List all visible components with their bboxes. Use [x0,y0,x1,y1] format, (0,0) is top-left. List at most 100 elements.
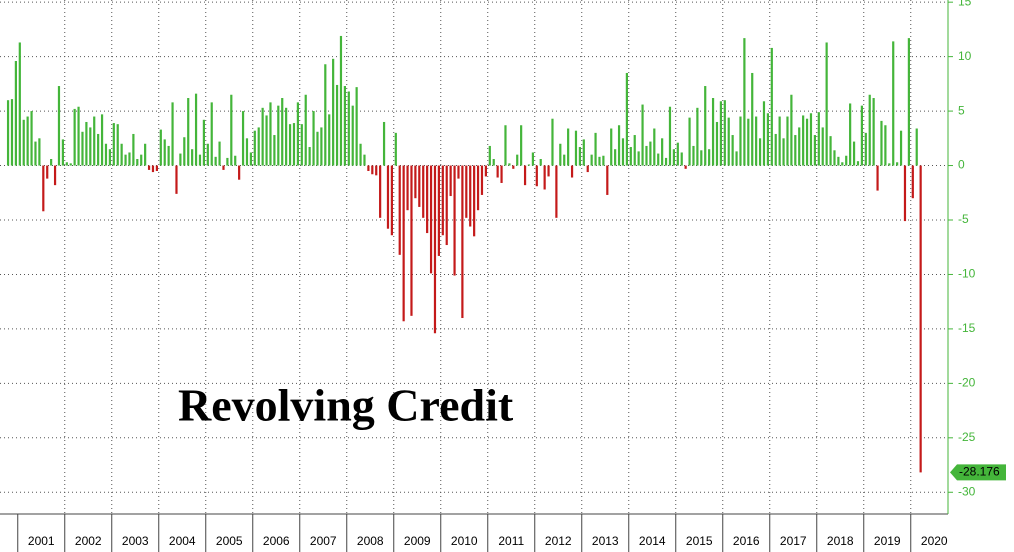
bar [343,86,346,166]
bar [124,154,127,166]
x-tick-label: 2020 [921,534,948,548]
bar [339,35,343,166]
bar [676,142,679,166]
bar [672,149,675,166]
bar [825,42,828,166]
x-tick-label: 2012 [545,534,572,548]
bar [735,151,738,166]
bar [704,86,707,166]
bar [312,111,315,166]
bar [402,165,405,322]
value-tag [950,464,1006,481]
bar [527,164,531,166]
bar [919,165,922,473]
bar [896,162,899,166]
bar [394,132,397,166]
bar [73,108,76,166]
bar [578,147,581,166]
bar [621,138,625,166]
bar [222,165,225,170]
bar [53,165,57,186]
x-tick-label: 2001 [28,534,55,548]
bar [320,127,323,166]
bar [657,153,660,166]
bar [285,107,288,166]
bar [97,133,100,166]
bar [179,153,182,166]
bar [245,138,249,166]
bar [531,152,534,166]
bar [191,149,194,166]
bar [641,104,644,166]
bar [116,124,119,166]
bar [26,116,29,166]
bar [379,165,382,218]
bar [617,125,621,166]
bar [281,98,284,166]
bar [175,165,178,194]
bar [30,111,33,166]
x-tick-label: 2009 [404,534,431,548]
bar [743,38,746,166]
bar [903,165,907,222]
bar [594,132,597,166]
bar [6,100,10,166]
bar [34,141,37,166]
bar [790,94,793,166]
bar [465,165,468,218]
bar [802,115,805,166]
x-tick-label: 2019 [874,534,901,548]
bar [359,143,362,166]
bar [512,165,515,169]
bar [120,143,123,166]
bar [108,149,111,166]
bar [821,127,824,166]
bar [480,165,484,195]
bar [257,127,260,166]
bar [570,165,574,178]
bar [817,112,820,166]
bar [711,98,715,166]
bar [766,113,769,166]
bar [241,111,245,166]
bar [680,152,683,166]
bar [684,165,687,169]
bar [347,91,350,166]
bar [809,113,813,166]
bar [492,159,495,166]
bar [273,135,276,166]
bar [324,64,327,166]
bar [85,121,88,166]
bar [163,139,166,166]
bar [226,157,229,166]
bar [872,98,875,166]
bar [841,162,844,166]
x-tick-label: 2011 [498,534,524,548]
bar [884,125,887,166]
bar [586,165,589,173]
x-tick-label: 2014 [639,534,666,548]
bar [292,123,296,166]
bar [433,165,437,334]
bar [794,135,797,166]
bar [144,143,147,166]
bar [140,154,143,166]
bar [633,135,636,166]
bar [230,94,233,166]
bar [234,155,237,166]
bar [868,94,871,166]
bar [198,154,202,166]
bar [300,124,303,166]
bar [238,165,241,180]
bar [167,145,170,166]
bar [194,93,198,166]
bar [700,150,703,166]
bar [398,165,401,255]
bar [539,159,542,166]
bar [625,72,628,166]
bar [437,165,440,256]
bar [559,143,562,166]
x-tick-label: 2004 [169,534,196,548]
bar [187,98,190,166]
